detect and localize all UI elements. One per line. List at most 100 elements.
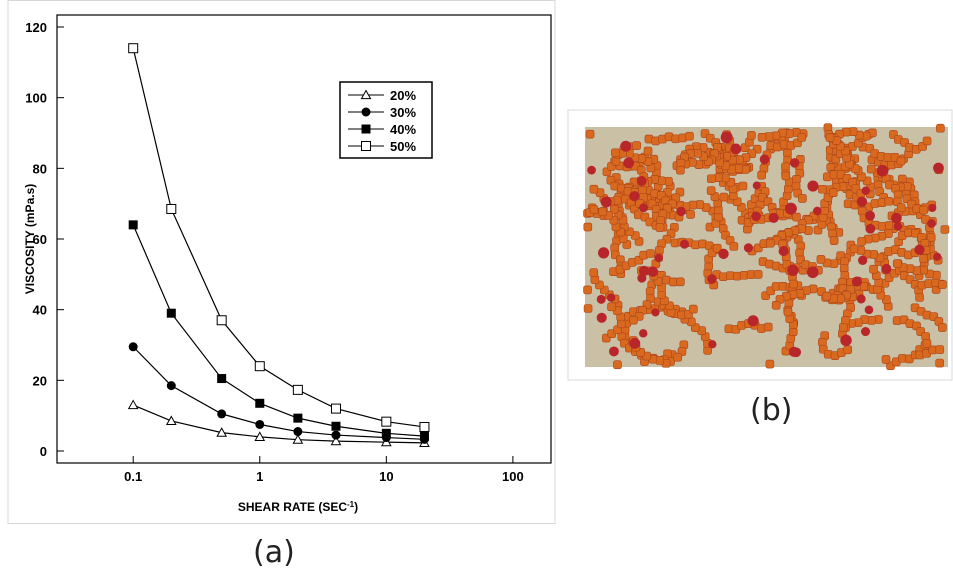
dark-cell [597, 247, 610, 259]
dark-cell [927, 219, 936, 228]
x-axis-label-part: -1 [347, 500, 355, 509]
cell [613, 360, 622, 370]
cell [757, 170, 766, 180]
cell [896, 156, 906, 166]
dark-cell [856, 294, 866, 304]
dark-cell [752, 181, 761, 190]
dark-cell [707, 274, 717, 284]
cell [816, 255, 826, 264]
dark-cell [933, 162, 944, 174]
y-tick-label: 20 [33, 373, 47, 388]
cell [643, 146, 653, 156]
marker [330, 435, 342, 446]
marker [361, 141, 371, 151]
cell [676, 165, 685, 175]
cell [673, 352, 683, 362]
dark-cell [730, 143, 742, 155]
dark-cell [747, 315, 759, 327]
dark-cell [638, 329, 648, 338]
cell [706, 186, 716, 195]
y-tick-label: 100 [25, 91, 47, 106]
marker [330, 403, 341, 414]
marker [128, 220, 138, 230]
micrograph-texture [583, 123, 950, 371]
cell [583, 304, 593, 313]
cell [781, 171, 791, 181]
dark-cell [893, 222, 903, 231]
dark-cell [751, 211, 761, 222]
marker [165, 415, 177, 426]
cell [921, 215, 930, 224]
marker [128, 43, 139, 54]
cell [765, 359, 775, 369]
dark-cell [881, 263, 892, 274]
x-tick-label: 0.1 [124, 469, 142, 484]
cell [919, 205, 928, 215]
dark-cell [637, 273, 647, 283]
x-tick-label: 1 [256, 469, 263, 484]
marker [361, 107, 371, 117]
cell [922, 136, 932, 146]
cell [843, 345, 853, 355]
cell [707, 174, 716, 184]
cell [689, 304, 698, 314]
cell [896, 203, 906, 212]
cell [828, 188, 838, 197]
marker [254, 431, 266, 441]
cell [757, 133, 767, 142]
legend-label: 50% [390, 139, 416, 154]
cell [825, 133, 835, 142]
cell [766, 238, 775, 248]
legend-label: 40% [390, 122, 416, 137]
x-axis-label-part: ) [354, 500, 358, 514]
cell [589, 268, 599, 278]
x-axis-label-part: SHEAR RATE (SEC [238, 500, 347, 514]
dark-cell [856, 196, 868, 207]
cell [589, 205, 599, 214]
panel-border [7, 0, 556, 524]
dark-cell [636, 176, 647, 187]
legend-box [339, 81, 433, 159]
dark-cell [608, 346, 619, 357]
dark-cell [806, 266, 819, 279]
marker [381, 416, 392, 427]
cell [935, 345, 945, 354]
cell [936, 123, 945, 133]
marker [216, 315, 227, 326]
marker [216, 427, 228, 437]
series [128, 220, 429, 441]
cell [926, 233, 936, 242]
panel-border [567, 109, 953, 381]
dark-cell [623, 157, 635, 169]
cell [611, 148, 620, 158]
dark-cell [914, 244, 925, 255]
x-axis-label: SHEAR RATE (SEC-1) [238, 500, 358, 515]
cell [866, 164, 876, 174]
cell [938, 280, 947, 289]
dark-cell [784, 202, 797, 215]
dark-cell [860, 326, 871, 337]
cell [712, 243, 722, 253]
dark-cell [759, 154, 770, 165]
caption: (b) [750, 393, 793, 428]
marker [331, 421, 341, 431]
y-axis-label: VISCOSITY (mPa.s) [23, 184, 37, 294]
marker [217, 409, 227, 419]
cell [685, 131, 694, 141]
dark-cell [596, 312, 607, 323]
cell [915, 293, 924, 302]
dark-cell [647, 266, 659, 277]
series-line [132, 404, 425, 444]
marker [166, 203, 177, 214]
marker [381, 428, 391, 438]
cell [881, 355, 891, 364]
cell [829, 236, 839, 245]
y-tick-label: 120 [25, 20, 47, 35]
series [128, 342, 429, 444]
cell [919, 254, 928, 263]
cell [583, 222, 593, 232]
cell [729, 242, 739, 251]
series [128, 43, 430, 432]
dark-cell [864, 305, 874, 315]
